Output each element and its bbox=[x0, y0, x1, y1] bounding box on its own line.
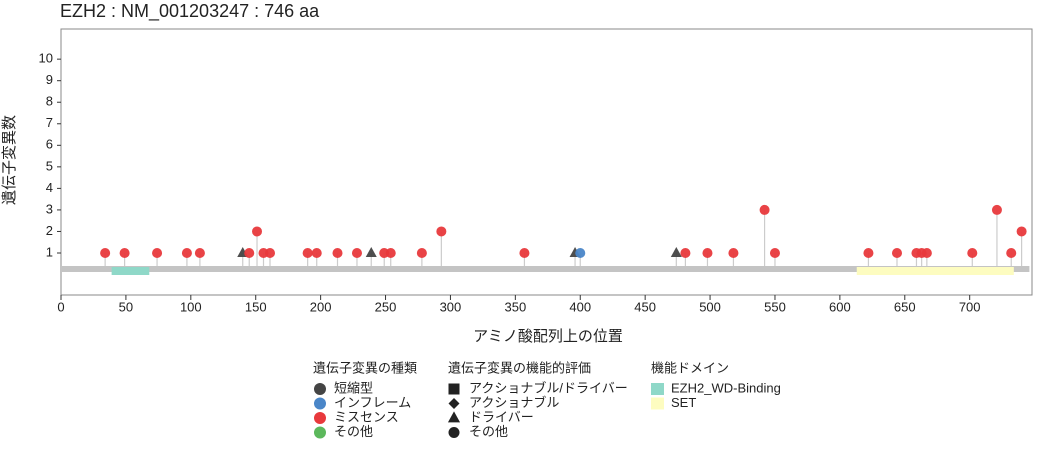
mutation-point bbox=[921, 248, 932, 258]
legend-marker bbox=[447, 411, 461, 423]
legend-marker bbox=[314, 426, 326, 439]
x-tick-label: 350 bbox=[504, 299, 526, 314]
mutation-point bbox=[1006, 248, 1017, 258]
mutation-point bbox=[194, 248, 205, 258]
x-tick-label: 250 bbox=[375, 299, 397, 314]
x-tick-label: 550 bbox=[764, 299, 786, 314]
mutation-point bbox=[244, 248, 255, 258]
mutation-point bbox=[769, 248, 780, 258]
mutation-point bbox=[152, 248, 163, 258]
x-tick-label: 150 bbox=[245, 299, 267, 314]
mutation-point bbox=[252, 226, 263, 237]
legend-title: 遺伝子変異の種類 bbox=[313, 360, 417, 375]
y-tick-label: 10 bbox=[39, 51, 53, 66]
protein-backbone bbox=[61, 266, 1030, 272]
x-tick-label: 650 bbox=[894, 299, 916, 314]
legend-label: その他 bbox=[469, 424, 508, 439]
x-tick-label: 200 bbox=[310, 299, 332, 314]
x-axis-label: アミノ酸配列上の位置 bbox=[473, 328, 623, 345]
mutation-point bbox=[991, 204, 1002, 215]
x-tick-label: 50 bbox=[119, 299, 133, 314]
legend-label: インフレーム bbox=[334, 395, 411, 410]
y-tick-label: 2 bbox=[46, 223, 53, 238]
x-tick-label: 400 bbox=[569, 299, 591, 314]
mutation-point bbox=[519, 248, 530, 258]
y-tick-label: 5 bbox=[46, 158, 53, 173]
mutation-point bbox=[181, 248, 192, 258]
x-tick-label: 450 bbox=[634, 299, 656, 314]
mutation-point bbox=[1016, 226, 1027, 237]
mutation-point bbox=[728, 248, 739, 258]
mutation-point bbox=[967, 248, 978, 258]
y-tick-label: 1 bbox=[46, 244, 53, 259]
legend-label: 短縮型 bbox=[334, 380, 373, 395]
x-tick-label: 0 bbox=[57, 299, 64, 314]
x-tick-label: 300 bbox=[440, 299, 462, 314]
y-tick-label: 8 bbox=[46, 94, 53, 109]
mutation-point bbox=[680, 248, 691, 258]
mutation-point bbox=[365, 247, 377, 257]
mutation-point bbox=[416, 248, 427, 258]
mutation-point bbox=[119, 248, 130, 258]
legend-label: アクショナブル/ドライバー bbox=[469, 380, 628, 395]
legend-label: ミスセンス bbox=[334, 409, 399, 424]
mutation-point bbox=[385, 248, 396, 258]
mutation-point bbox=[575, 248, 586, 258]
legend-title: 機能ドメイン bbox=[651, 360, 729, 375]
y-tick-label: 4 bbox=[46, 180, 53, 195]
mutation-point bbox=[100, 248, 111, 258]
legend-marker bbox=[448, 383, 460, 395]
x-tick-label: 500 bbox=[699, 299, 721, 314]
mutation-point bbox=[264, 248, 275, 258]
plot-frame bbox=[60, 28, 1033, 296]
legend-title: 遺伝子変異の機能的評価 bbox=[448, 360, 591, 375]
legend-marker bbox=[314, 383, 326, 395]
mutation-point bbox=[351, 248, 362, 258]
legend-marker bbox=[314, 412, 326, 424]
mutation-point bbox=[436, 226, 447, 237]
legend-label: ドライバー bbox=[469, 409, 534, 424]
domain bbox=[111, 267, 150, 275]
x-tick-label: 100 bbox=[180, 299, 202, 314]
legend-label: その他 bbox=[334, 424, 373, 439]
domain bbox=[856, 267, 1014, 275]
legend-marker bbox=[651, 383, 664, 395]
legend-marker bbox=[314, 397, 326, 410]
x-tick-label: 600 bbox=[829, 299, 851, 314]
mutation-point bbox=[702, 248, 713, 258]
x-tick-label: 700 bbox=[959, 299, 981, 314]
chart-title: EZH2 : NM_001203247 : 746 aa bbox=[60, 1, 320, 22]
mutation-point bbox=[891, 248, 902, 258]
mutation-point bbox=[670, 247, 682, 257]
mutation-point bbox=[863, 248, 874, 258]
mutation-point bbox=[332, 248, 343, 258]
legend-label: SET bbox=[671, 395, 696, 410]
legend-marker bbox=[651, 397, 664, 410]
legend-marker bbox=[448, 427, 460, 438]
mutation-point bbox=[311, 248, 322, 258]
y-tick-label: 3 bbox=[46, 201, 53, 216]
mutation-point bbox=[302, 248, 313, 258]
y-axis-label: 遺伝子変異数 bbox=[1, 115, 18, 205]
legend-label: EZH2_WD-Binding bbox=[671, 380, 781, 395]
y-tick-label: 6 bbox=[46, 137, 53, 152]
legend-marker bbox=[448, 398, 460, 409]
y-tick-label: 9 bbox=[46, 72, 53, 87]
legend-label: アクショナブル bbox=[469, 395, 559, 410]
mutation-point bbox=[759, 204, 770, 215]
y-tick-label: 7 bbox=[46, 115, 53, 130]
